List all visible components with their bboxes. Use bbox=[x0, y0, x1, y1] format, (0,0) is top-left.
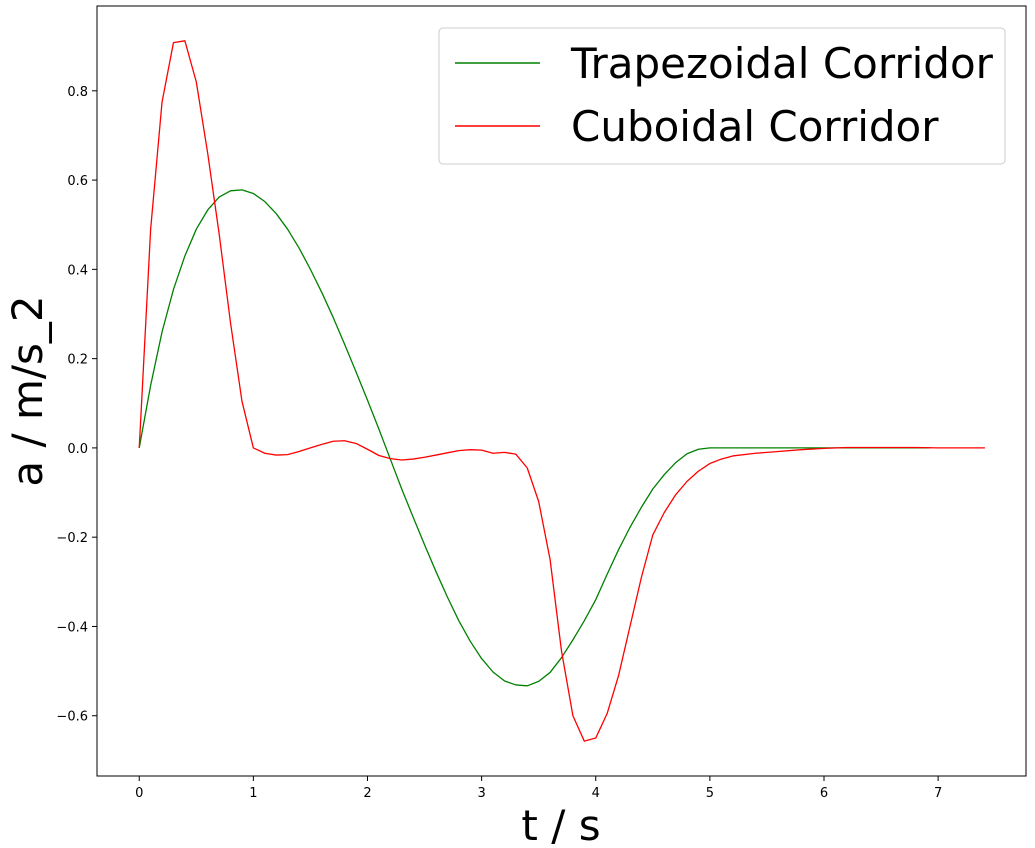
x-tick-label: 0 bbox=[135, 786, 143, 801]
y-tick-label: 0.2 bbox=[67, 353, 88, 368]
legend: Trapezoidal Corridor Cuboidal Corridor bbox=[438, 27, 1006, 165]
series-line-cuboidal-corridor bbox=[138, 40, 985, 742]
y-tick-label: −0.2 bbox=[56, 531, 88, 546]
y-tick-label: 0.8 bbox=[67, 85, 88, 100]
legend-label-cuboidal: Cuboidal Corridor bbox=[571, 102, 939, 151]
series-layer bbox=[138, 40, 985, 742]
axis-layer: 0 1 2 3 4 5 6 7 −0.6 −0.4 −0.2 0.0 0.2 0.4 0.6 0.8 bbox=[56, 85, 942, 801]
y-tick-label: −0.6 bbox=[56, 710, 88, 725]
legend-label-trapezoidal: Trapezoidal Corridor bbox=[570, 39, 994, 88]
series-line-trapezoidal-corridor bbox=[138, 189, 931, 687]
x-tick-label: 1 bbox=[249, 786, 257, 801]
y-tick-label: 0.6 bbox=[67, 174, 88, 189]
x-tick-label: 6 bbox=[820, 786, 828, 801]
x-tick-label: 3 bbox=[477, 786, 485, 801]
x-tick-label: 4 bbox=[592, 786, 600, 801]
x-tick-label: 2 bbox=[363, 786, 371, 801]
x-tick-label: 7 bbox=[934, 786, 942, 801]
plot-frame bbox=[96, 5, 1027, 777]
y-tick-label: 0.0 bbox=[67, 442, 88, 457]
legend-box bbox=[438, 27, 1006, 165]
x-tick-label: 5 bbox=[706, 786, 714, 801]
x-axis-title: t / s bbox=[521, 801, 600, 848]
y-axis-title: a / m/s_2 bbox=[3, 295, 52, 486]
y-tick-label: −0.4 bbox=[56, 620, 88, 635]
y-tick-label: 0.4 bbox=[67, 263, 88, 278]
